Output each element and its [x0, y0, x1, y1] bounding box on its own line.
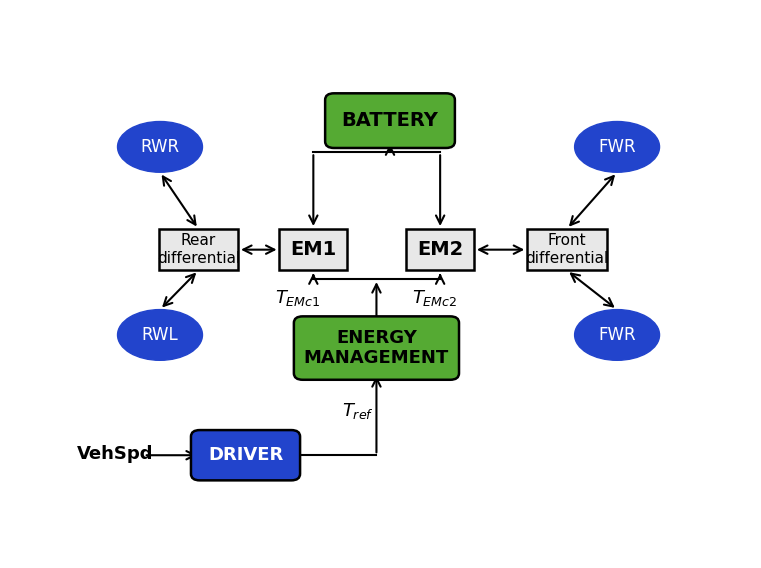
Text: VehSpd: VehSpd	[76, 445, 153, 463]
FancyBboxPatch shape	[191, 430, 300, 481]
Bar	[406, 229, 474, 270]
Text: $T_{EMc2}$: $T_{EMc2}$	[412, 288, 458, 308]
Text: RWR: RWR	[141, 138, 180, 156]
FancyBboxPatch shape	[325, 93, 455, 148]
Ellipse shape	[117, 310, 202, 360]
Text: $T_{ref}$: $T_{ref}$	[342, 402, 374, 421]
Text: EM2: EM2	[417, 240, 463, 259]
Bar	[158, 229, 238, 270]
Text: RWL: RWL	[142, 326, 178, 344]
Ellipse shape	[575, 122, 660, 172]
Text: Rear
differential: Rear differential	[157, 233, 240, 266]
Text: FWR: FWR	[598, 326, 636, 344]
Text: Front
differential: Front differential	[525, 233, 609, 266]
Bar	[279, 229, 347, 270]
Ellipse shape	[575, 310, 660, 360]
Text: $T_{EMc1}$: $T_{EMc1}$	[275, 288, 320, 308]
Text: BATTERY: BATTERY	[342, 111, 438, 130]
FancyBboxPatch shape	[294, 316, 459, 380]
Ellipse shape	[117, 122, 202, 172]
Text: EM1: EM1	[290, 240, 336, 259]
Text: FWR: FWR	[598, 138, 636, 156]
Bar	[527, 229, 607, 270]
Text: DRIVER: DRIVER	[208, 446, 283, 464]
Text: ENERGY
MANAGEMENT: ENERGY MANAGEMENT	[304, 329, 449, 367]
